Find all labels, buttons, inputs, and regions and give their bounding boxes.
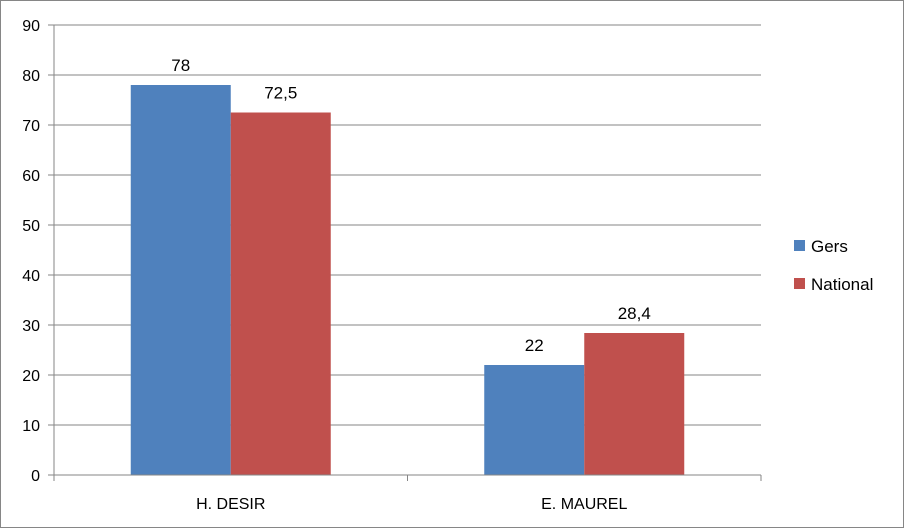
y-tick-label: 80 bbox=[22, 68, 40, 85]
data-label: 22 bbox=[525, 336, 544, 355]
y-tick-label: 10 bbox=[22, 418, 40, 435]
data-labels: 78 72,5 22 28,4 bbox=[171, 56, 651, 355]
data-label: 78 bbox=[171, 56, 190, 75]
bar-gers-1 bbox=[130, 85, 231, 475]
legend: Gers National bbox=[794, 237, 873, 294]
data-label: 28,4 bbox=[618, 304, 651, 323]
y-tick-label: 30 bbox=[22, 318, 40, 335]
y-tick-label: 50 bbox=[22, 218, 40, 235]
y-tick-label: 70 bbox=[22, 118, 40, 135]
bar-national-2 bbox=[584, 333, 685, 475]
axes: 0 10 20 30 40 50 60 70 80 90 H. DESIR E. MAUREL bbox=[22, 18, 762, 513]
legend-label-national: National bbox=[811, 275, 873, 294]
y-tick-label: 40 bbox=[22, 268, 40, 285]
x-tick-label: H. DESIR bbox=[196, 496, 265, 513]
y-tick-label: 90 bbox=[22, 18, 40, 35]
data-label: 72,5 bbox=[264, 84, 297, 103]
x-tick-label: E. MAUREL bbox=[541, 496, 627, 513]
y-tick-label: 20 bbox=[22, 368, 40, 385]
bars bbox=[130, 85, 685, 475]
legend-swatch-national bbox=[794, 278, 805, 289]
y-tick-label: 60 bbox=[22, 168, 40, 185]
bar-gers-2 bbox=[484, 365, 585, 475]
bar-national-1 bbox=[230, 112, 331, 475]
legend-label-gers: Gers bbox=[811, 237, 848, 256]
legend-swatch-gers bbox=[794, 240, 805, 251]
y-tick-label: 0 bbox=[31, 468, 40, 485]
